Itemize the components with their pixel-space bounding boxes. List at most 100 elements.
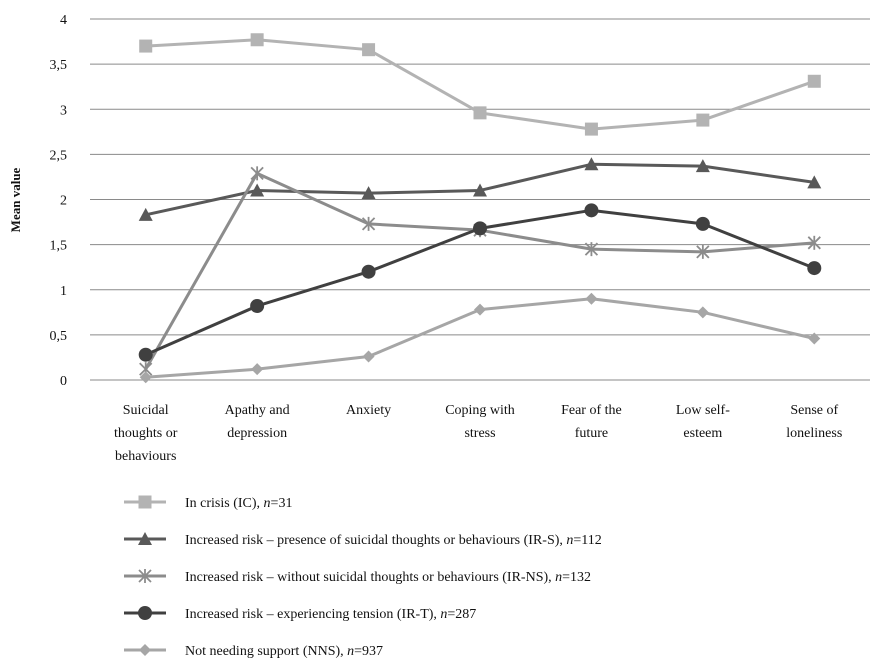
gridlines xyxy=(90,18,870,381)
legend-n-value: =937 xyxy=(354,644,383,659)
x-category-label-line: Suicidal xyxy=(123,403,169,418)
data-point-circle xyxy=(584,203,599,218)
data-point-triangle xyxy=(695,159,710,173)
data-point-diamond xyxy=(251,363,264,376)
legend-n-symbol: n xyxy=(555,570,562,585)
y-tick-label: 0 xyxy=(60,374,67,389)
data-point-star xyxy=(361,216,376,231)
data-point-square xyxy=(362,43,376,57)
data-point-triangle xyxy=(250,183,265,197)
data-point-triangle xyxy=(138,207,153,221)
x-category-label-line: Sense of xyxy=(790,403,838,418)
y-tick-label: 1,5 xyxy=(50,239,68,254)
series-5 xyxy=(139,292,821,384)
data-point-diamond xyxy=(139,371,152,384)
legend-item: Increased risk – experiencing tension (I… xyxy=(124,606,476,622)
data-point-diamond xyxy=(808,332,821,345)
legend-label-text: Increased risk – without suicidal though… xyxy=(185,570,555,585)
y-axis-ticks: 0 0,5 1 1,5 2 2,5 3 3,5 4 xyxy=(50,13,68,389)
data-point-circle xyxy=(138,347,153,362)
x-category-label: Coping with stress xyxy=(445,403,515,441)
x-category-label: Anxiety xyxy=(346,403,391,418)
data-point-square xyxy=(807,74,821,88)
legend-item: Not needing support (NNS), n=937 xyxy=(124,644,383,659)
data-point-diamond xyxy=(696,306,709,319)
x-category-label-line: behaviours xyxy=(115,449,176,464)
legend-n-value: =132 xyxy=(562,570,591,585)
data-point-star xyxy=(584,242,599,257)
x-category-label: Sense of loneliness xyxy=(786,403,842,441)
data-point-circle xyxy=(250,298,265,313)
legend-label-text: Not needing support (NNS), xyxy=(185,644,347,659)
legend-item: Increased risk – presence of suicidal th… xyxy=(124,532,602,548)
legend-n-value: =112 xyxy=(573,533,601,548)
data-point-star xyxy=(250,166,264,181)
series-lines xyxy=(138,33,822,384)
legend-label: Not needing support (NNS), n=937 xyxy=(185,644,383,659)
y-axis-label: Mean value xyxy=(8,167,23,232)
legend-label: Increased risk – without suicidal though… xyxy=(185,570,591,585)
x-category-label-line: loneliness xyxy=(786,426,842,441)
data-point-diamond xyxy=(585,292,598,305)
y-tick-label: 3 xyxy=(60,103,67,118)
series-1 xyxy=(139,33,821,136)
x-category-label-line: future xyxy=(575,426,608,441)
legend-label: Increased risk – experiencing tension (I… xyxy=(185,607,476,622)
data-point-square xyxy=(138,495,152,509)
data-point-circle xyxy=(361,264,376,279)
y-tick-label: 1 xyxy=(60,284,67,299)
legend-n-symbol: n xyxy=(264,496,271,511)
legend-label-text: Increased risk – experiencing tension (I… xyxy=(185,607,440,622)
legend-n-symbol: n xyxy=(347,644,354,659)
legend-label-text: In crisis (IC), xyxy=(185,496,264,511)
x-category-label-line: Anxiety xyxy=(346,403,391,418)
legend-label-text: Increased risk – presence of suicidal th… xyxy=(185,533,566,548)
x-category-label-line: thoughts or xyxy=(114,426,178,441)
legend-n-value: =31 xyxy=(271,496,293,511)
y-tick-label: 3,5 xyxy=(50,58,68,73)
y-tick-label: 0,5 xyxy=(50,329,68,344)
legend-n-symbol: n xyxy=(440,607,447,622)
data-point-square xyxy=(696,113,710,127)
data-point-triangle xyxy=(138,532,152,545)
x-category-label-line: depression xyxy=(227,426,287,441)
x-category-label-line: Fear of the xyxy=(561,403,622,418)
data-point-star xyxy=(807,235,821,250)
series-2 xyxy=(138,157,822,221)
legend-label: In crisis (IC), n=31 xyxy=(185,496,292,511)
x-category-label-line: Low self- xyxy=(676,403,730,418)
data-point-diamond xyxy=(139,644,151,656)
y-tick-label: 2,5 xyxy=(50,148,68,163)
series-4 xyxy=(138,203,822,362)
legend-item: In crisis (IC), n=31 xyxy=(124,495,292,511)
data-point-star xyxy=(138,569,152,583)
legend-n-value: =287 xyxy=(447,607,476,622)
x-category-label: Fear of the future xyxy=(561,403,622,441)
data-point-star xyxy=(696,244,710,259)
legend-label: Increased risk – presence of suicidal th… xyxy=(185,533,602,548)
data-point-triangle xyxy=(473,183,487,197)
y-tick-label: 4 xyxy=(60,13,67,28)
x-category-label: Apathy and depression xyxy=(225,403,290,441)
x-category-label-line: stress xyxy=(464,426,495,441)
data-point-square xyxy=(250,33,264,47)
data-point-circle xyxy=(473,221,487,236)
y-tick-label: 2 xyxy=(60,194,67,209)
x-category-label: Suicidal thoughts or behaviours xyxy=(114,403,178,464)
data-point-triangle xyxy=(807,175,822,189)
x-category-label-line: Coping with xyxy=(445,403,515,418)
legend-n-symbol: n xyxy=(566,533,573,548)
x-category-label-line: Apathy and xyxy=(225,403,290,418)
data-point-circle xyxy=(695,216,710,231)
data-point-circle xyxy=(807,261,822,276)
data-point-square xyxy=(139,39,153,53)
data-point-triangle xyxy=(361,186,376,200)
data-point-square xyxy=(584,122,598,136)
data-point-diamond xyxy=(474,303,486,316)
x-axis-categories: Suicidal thoughts or behaviours Apathy and d… xyxy=(114,403,842,464)
legend-item: Increased risk – without suicidal though… xyxy=(124,569,591,585)
x-category-label: Low self-esteem xyxy=(676,403,730,441)
data-point-square xyxy=(473,106,487,120)
series-line xyxy=(144,171,815,370)
